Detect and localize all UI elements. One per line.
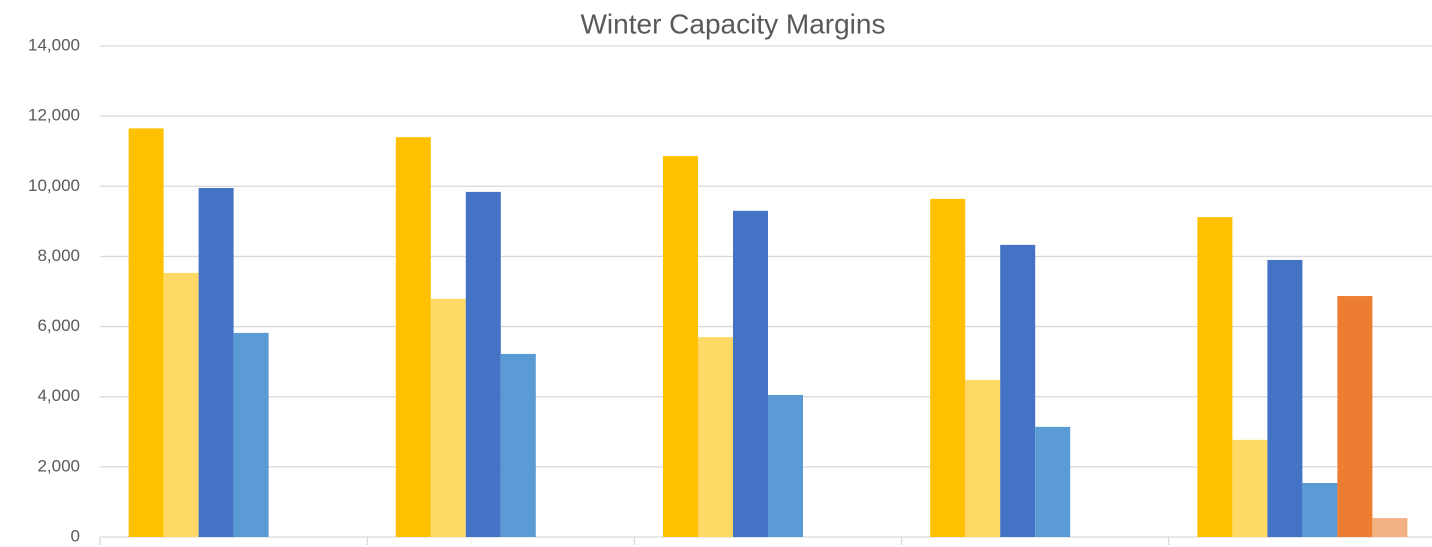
- y-tick-label: 10,000: [28, 176, 80, 195]
- y-tick-label: 0: [71, 526, 80, 545]
- bar: [233, 332, 269, 537]
- bar: [965, 379, 1001, 537]
- y-tick-label: 6,000: [37, 316, 80, 335]
- y-tick-label: 8,000: [37, 246, 80, 265]
- bar: [1000, 244, 1036, 538]
- bar: [1337, 296, 1373, 537]
- bar: [1232, 439, 1268, 537]
- bar: [465, 191, 501, 537]
- bar: [128, 128, 164, 538]
- bar: [733, 210, 768, 538]
- chart-title: Winter Capacity Margins: [581, 8, 886, 39]
- bar: [1372, 518, 1408, 537]
- y-tick-label: 4,000: [37, 386, 80, 405]
- bar: [1035, 426, 1071, 537]
- bar: [1267, 259, 1303, 537]
- bar: [1302, 482, 1338, 537]
- y-tick-label: 14,000: [28, 35, 80, 54]
- bar: [663, 156, 698, 538]
- bar: [395, 137, 431, 537]
- bar: [698, 337, 733, 537]
- bar: [163, 272, 199, 537]
- y-tick-label: 12,000: [28, 106, 80, 125]
- bar: [768, 394, 803, 537]
- y-tick-label: 2,000: [37, 456, 80, 475]
- bar: [1197, 217, 1233, 538]
- bar: [930, 198, 966, 537]
- bar: [430, 298, 466, 537]
- bar: [198, 188, 234, 537]
- bar: [500, 353, 536, 537]
